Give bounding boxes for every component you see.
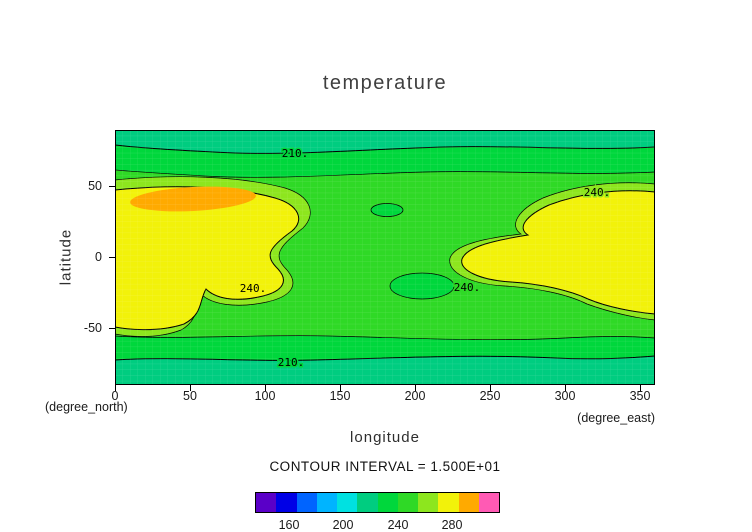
contour-label-210-top: 210. [282,147,309,160]
x-tick-mark [340,385,341,391]
colorbar-segment [377,493,398,512]
x-axis-label: longitude [350,429,420,446]
x-tick-mark [115,385,116,391]
colorbar-segment [478,493,499,512]
y-axis-unit-note: (degree_north) [45,400,128,414]
data-mesh-overlay [115,130,655,385]
contour-plot-svg: 210. 240. 240. 240. 210. [115,130,655,385]
colorbar-segment [418,493,439,512]
y-tick-label: 50 [88,179,102,193]
colorbar-labels: 160 200 240 280 [255,518,500,532]
y-tick-mark [109,328,115,329]
x-tick-mark [265,385,266,391]
y-axis-label: latitude [57,228,75,286]
x-tick-label: 100 [254,389,276,403]
x-tick-label: 200 [404,389,426,403]
contour-label-210-bottom: 210. [278,356,305,369]
y-tick-label: 0 [95,250,102,264]
y-tick-label: -50 [83,321,102,335]
y-tick-mark [109,257,115,258]
x-tick-label: 350 [629,389,651,403]
colorbar-tick-label: 280 [441,518,463,532]
colorbar-segment [296,493,317,512]
contour-plot: 210. 240. 240. 240. 210. [115,130,655,385]
x-axis-unit-note: (degree_east) [577,411,655,425]
contour-interval-caption: CONTOUR INTERVAL = 1.500E+01 [269,459,501,474]
colorbar-segment [397,493,418,512]
colorbar-tick-label: 160 [278,518,300,532]
plot-title: temperature [322,72,448,94]
colorbar-segment [276,493,297,512]
x-tick-label: 50 [183,389,197,403]
contour-label-240-center: 240. [454,281,481,294]
colorbar-segment [256,493,277,512]
x-tick-mark [415,385,416,391]
x-tick-mark [190,385,191,391]
plot-frame [115,130,655,385]
colorbar-tick-label: 240 [387,518,409,532]
x-tick-mark [640,385,641,391]
colorbar-segments [256,493,499,512]
colorbar-segment [357,493,378,512]
colorbar [255,492,500,513]
y-tick-mark [109,186,115,187]
contour-label-240-east-top: 240. [584,186,611,199]
x-tick-label: 300 [554,389,576,403]
contour-label-240-west: 240. [240,282,267,295]
colorbar-segment [337,493,358,512]
colorbar-segment [316,493,337,512]
x-tick-label: 250 [479,389,501,403]
x-tick-label: 150 [329,389,351,403]
colorbar-segment [458,493,479,512]
colorbar-segment [438,493,459,512]
x-tick-mark [490,385,491,391]
x-tick-label: 0 [111,389,119,403]
colorbar-tick-label: 200 [332,518,354,532]
x-tick-mark [565,385,566,391]
